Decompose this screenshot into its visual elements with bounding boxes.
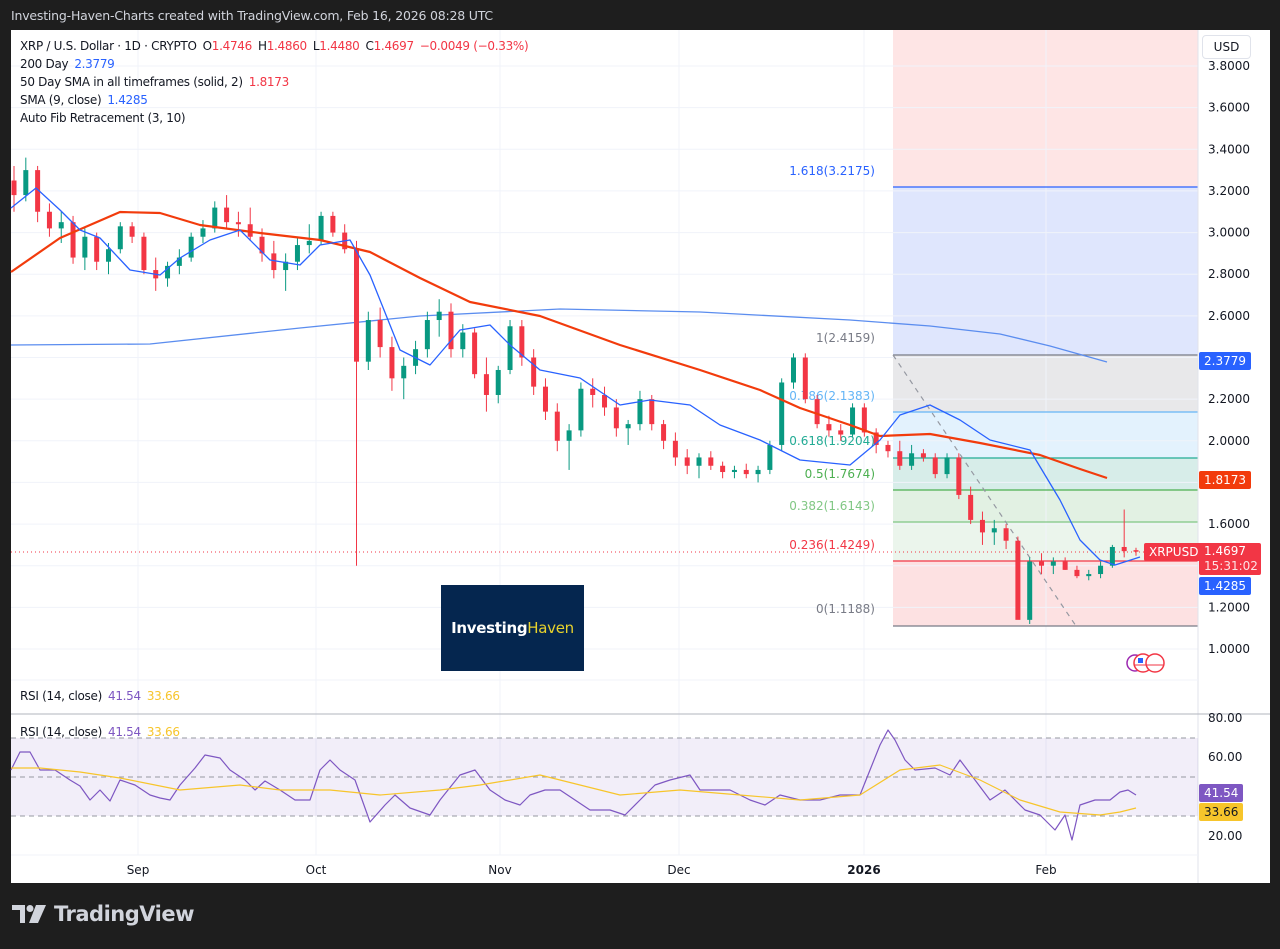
bar-countdown: 15:31:02 bbox=[1204, 559, 1258, 573]
fib-level-label: 0(1.1188) bbox=[816, 602, 875, 616]
fib-lines bbox=[892, 186, 1198, 627]
fib-level-label: 0.618(1.9204) bbox=[789, 434, 875, 448]
watermark-part2: Haven bbox=[527, 619, 574, 637]
sma50-price-tag: 1.8173 bbox=[1199, 471, 1251, 489]
price-tick: 1.2000 bbox=[1208, 600, 1250, 614]
brand-name: TradingView bbox=[54, 902, 194, 926]
sma9-line bbox=[10, 187, 1141, 566]
price-tick: 3.6000 bbox=[1208, 101, 1250, 115]
rsi-legend[interactable]: RSI (14, close) 41.54 33.66 bbox=[20, 725, 186, 739]
price-tick: 3.2000 bbox=[1208, 184, 1250, 198]
investinghaven-watermark: Investing Haven bbox=[441, 585, 584, 671]
fib-level-label: 0.5(1.7674) bbox=[805, 467, 875, 481]
currency-button[interactable]: USD bbox=[1202, 35, 1251, 59]
rsi-ma-price-tag: 33.66 bbox=[1199, 803, 1244, 821]
rsi-value: 41.54 bbox=[107, 689, 141, 703]
rsi-label: RSI (14, close) bbox=[20, 689, 102, 703]
ohlc: O1.4746 H1.4860 L1.4480 C1.4697 −0.0049 (−0.… bbox=[203, 39, 535, 53]
price-axis-ticks[interactable]: 3.8000 3.6000 3.4000 3.2000 3.0000 2.8000 2.60… bbox=[1208, 59, 1250, 656]
low-value: 1.4480 bbox=[319, 39, 360, 53]
price-tick: 1.0000 bbox=[1208, 642, 1250, 656]
sma9-value: 1.4285 bbox=[107, 93, 148, 107]
time-tick: Sep bbox=[127, 863, 150, 877]
fib-legend[interactable]: Auto Fib Retracement (3, 10) bbox=[20, 111, 191, 125]
price-tick: 3.8000 bbox=[1208, 59, 1250, 73]
fib-level-label: 1.618(3.2175) bbox=[789, 164, 875, 178]
sma50-line bbox=[10, 210, 1108, 480]
candlesticks bbox=[11, 157, 1139, 625]
grid-lines bbox=[11, 30, 1198, 855]
sma50-value: 1.8173 bbox=[248, 75, 290, 89]
symbol-tag: XRPUSD bbox=[1144, 543, 1204, 561]
fib-label: Auto Fib Retracement (3, 10) bbox=[20, 111, 186, 125]
low-label: L bbox=[312, 39, 320, 53]
change-value: −0.0049 (−0.33%) bbox=[419, 39, 529, 53]
fib-level-label: 0.382(1.6143) bbox=[789, 499, 875, 513]
price-tick: 2.6000 bbox=[1208, 309, 1250, 323]
ma200-legend[interactable]: 200 Day 2.3779 bbox=[20, 57, 121, 71]
price-tick: 2.0000 bbox=[1208, 434, 1250, 448]
symbol-name: XRP / U.S. Dollar · 1D · CRYPTO bbox=[20, 39, 197, 53]
svg-text:80.00: 80.00 bbox=[1208, 711, 1242, 725]
ma200-line bbox=[10, 308, 1108, 363]
high-label: H bbox=[257, 39, 267, 53]
svg-text:20.00: 20.00 bbox=[1208, 829, 1242, 843]
time-tick: Oct bbox=[306, 863, 327, 877]
symbol-legend[interactable]: XRP / U.S. Dollar · 1D · CRYPTO O1.4746 H1… bbox=[20, 39, 540, 53]
ma200-value: 2.3779 bbox=[74, 57, 115, 71]
sma50-legend[interactable]: 50 Day SMA in all timeframes (solid, 2) 1… bbox=[20, 75, 295, 89]
last-price: 1.4697 bbox=[1204, 544, 1246, 558]
ma200-label: 200 Day bbox=[20, 57, 69, 71]
rsi-value: 41.54 bbox=[107, 725, 141, 739]
price-tick: 2.8000 bbox=[1208, 267, 1250, 281]
time-tick: Feb bbox=[1035, 863, 1056, 877]
price-tick: 3.4000 bbox=[1208, 142, 1250, 156]
close-value: 1.4697 bbox=[373, 39, 415, 53]
fib-labels: 1.618(3.2175) 1(2.4159) 0.786(2.1383) 0.618… bbox=[789, 164, 875, 616]
price-tick: 2.2000 bbox=[1208, 392, 1250, 406]
time-axis[interactable]: Sep Oct Nov Dec 2026 Feb bbox=[127, 863, 1057, 877]
sma50-label: 50 Day SMA in all timeframes (solid, 2) bbox=[20, 75, 243, 89]
rsi-band bbox=[11, 738, 1198, 816]
time-tick: Dec bbox=[667, 863, 690, 877]
sma9-label: SMA (9, close) bbox=[20, 93, 102, 107]
tradingview-brand[interactable]: TradingView bbox=[12, 902, 194, 926]
rsi-ma-line bbox=[11, 764, 1137, 816]
rsi-price-tag: 41.54 bbox=[1199, 784, 1244, 802]
high-value: 1.4860 bbox=[266, 39, 308, 53]
rsi-legend-main[interactable]: RSI (14, close) 41.54 33.66 bbox=[20, 689, 186, 703]
fib-level-label: 1(2.4159) bbox=[816, 331, 875, 345]
open-label: O bbox=[202, 39, 212, 53]
svg-text:60.00: 60.00 bbox=[1208, 750, 1242, 764]
time-tick: Nov bbox=[488, 863, 511, 877]
rsi-axis-ticks: 80.00 60.00 20.00 bbox=[1208, 711, 1242, 843]
fib-level-label: 0.786(2.1383) bbox=[789, 389, 875, 403]
close-label: C bbox=[365, 39, 374, 53]
price-tick: 3.0000 bbox=[1208, 226, 1250, 240]
last-price-tag: 1.4697 15:31:02 bbox=[1199, 543, 1261, 575]
rsi-ma-value: 33.66 bbox=[146, 689, 180, 703]
price-tick: 1.6000 bbox=[1208, 517, 1250, 531]
sma9-price-tag: 1.4285 bbox=[1199, 577, 1251, 595]
time-tick: 2026 bbox=[847, 863, 880, 877]
rsi-label: RSI (14, close) bbox=[20, 725, 102, 739]
chart-caption: Investing-Haven-Charts created with Trad… bbox=[11, 8, 493, 23]
tradingview-logo-icon bbox=[12, 905, 46, 923]
sma9-legend[interactable]: SMA (9, close) 1.4285 bbox=[20, 93, 154, 107]
fib-level-label: 0.236(1.4249) bbox=[789, 538, 875, 552]
watermark-part1: Investing bbox=[451, 619, 528, 637]
open-value: 1.4746 bbox=[211, 39, 253, 53]
events-flag-icon[interactable] bbox=[1126, 653, 1165, 673]
rsi-ma-value: 33.66 bbox=[146, 725, 180, 739]
ma200-price-tag: 2.3779 bbox=[1199, 352, 1251, 370]
